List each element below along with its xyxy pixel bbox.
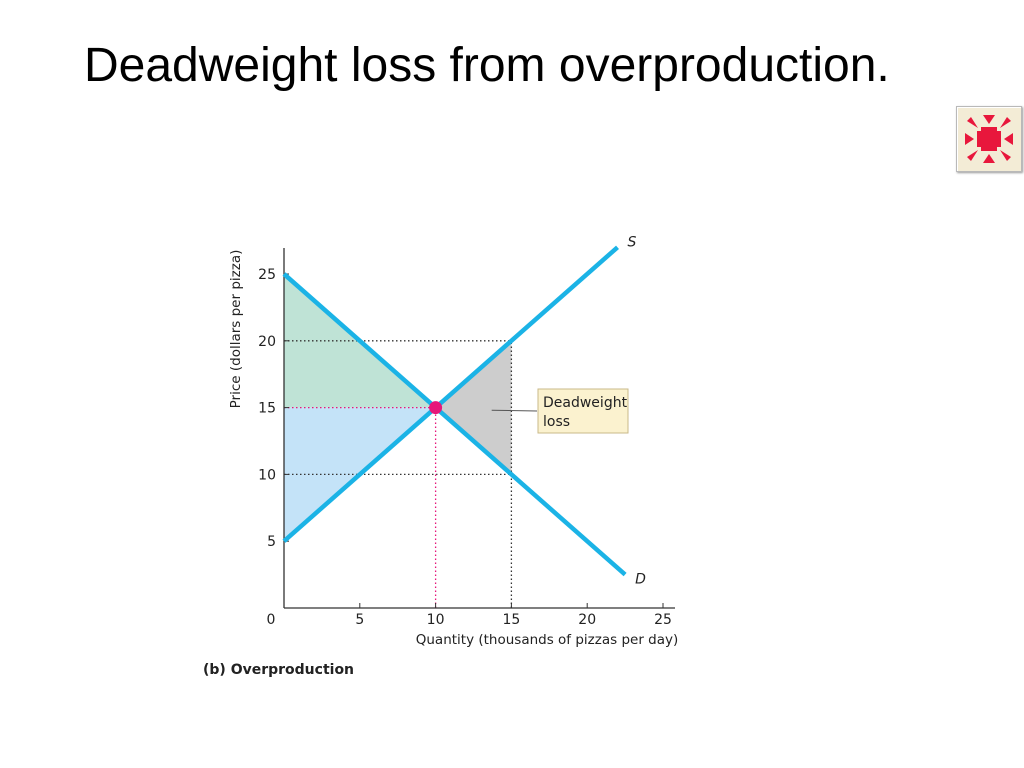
x-tick-label: 25 [654, 612, 672, 628]
curves: SD [282, 234, 646, 588]
x-tick-label: 0 [267, 612, 276, 628]
x-axis-title: Quantity (thousands of pizzas per day) [416, 632, 679, 648]
y-tick-label: 10 [258, 467, 276, 483]
arrows-inward-icon [965, 115, 1013, 163]
slide-title: Deadweight loss from overproduction. [84, 39, 890, 92]
callout-text-line-2: loss [543, 414, 570, 430]
x-tick-label: 5 [355, 612, 364, 628]
chart-caption: (b) Overproduction [203, 662, 354, 678]
demand-curve [282, 272, 627, 577]
y-tick-label: 15 [258, 401, 276, 417]
tick-labels: 0 5 10 15 20 25 5 10 15 20 25 [258, 267, 672, 628]
demand-label: D [635, 572, 646, 588]
y-tick-label: 20 [258, 334, 276, 350]
shaded-regions [284, 274, 512, 542]
nav-shrink-button[interactable] [956, 106, 1022, 172]
supply-label: S [628, 234, 637, 250]
callout-box [537, 388, 629, 434]
guide-lines [284, 340, 513, 608]
y-axis-title: Price (dollars per pizza) [228, 250, 244, 409]
deadweight-loss-callout: Deadweight loss [491, 388, 629, 434]
x-tick-label: 15 [502, 612, 520, 628]
callout-leader-line [491, 409, 538, 412]
axes [283, 248, 675, 609]
x-tick-label: 20 [578, 612, 596, 628]
callout-text-line-1: Deadweight [543, 395, 628, 411]
supply-curve [282, 245, 620, 543]
y-tick-label: 5 [267, 534, 276, 550]
x-tick-label: 10 [427, 612, 445, 628]
equilibrium-point [429, 401, 443, 415]
deadweight-loss-area [435, 340, 512, 475]
y-tick-label: 25 [258, 267, 276, 283]
